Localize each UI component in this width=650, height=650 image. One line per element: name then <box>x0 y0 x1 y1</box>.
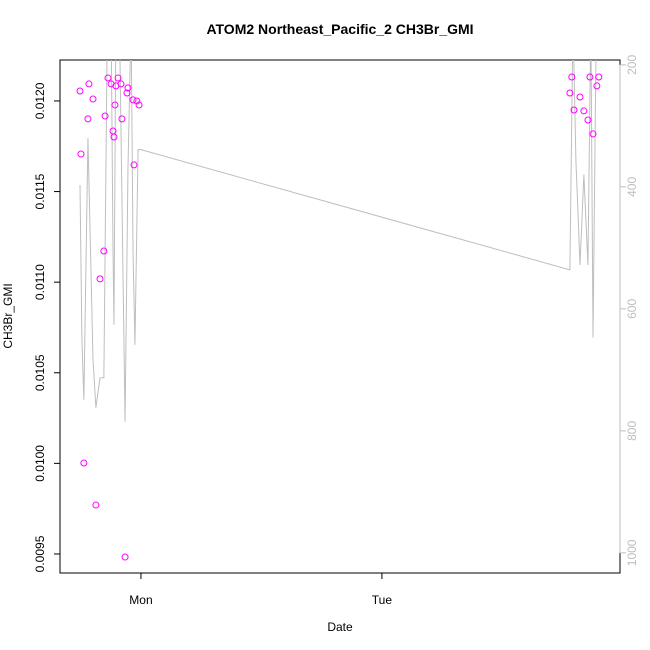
x-axis-label: Date <box>327 620 353 634</box>
data-point <box>123 89 131 97</box>
data-point <box>584 116 592 124</box>
data-point <box>77 150 85 158</box>
y-tick-label: 0.0105 <box>33 354 47 391</box>
data-point <box>114 74 122 82</box>
data-point <box>129 96 137 104</box>
data-line <box>79 60 597 422</box>
data-point <box>104 74 112 82</box>
chart-title: ATOM2 Northeast_Pacific_2 CH3Br_GMI <box>206 21 473 37</box>
data-point <box>121 553 129 561</box>
data-point <box>133 97 141 105</box>
data-point <box>118 115 126 123</box>
data-point <box>593 82 601 90</box>
data-point <box>101 112 109 120</box>
y-axis-label: CH3Br_GMI <box>1 283 15 348</box>
y-tick-label: 0.0120 <box>33 82 47 119</box>
y2-tick-label: 400 <box>625 177 639 197</box>
x-tick-label: Mon <box>129 593 152 607</box>
data-point <box>117 80 125 88</box>
data-point <box>85 80 93 88</box>
y2-tick-label: 200 <box>625 55 639 75</box>
data-point <box>96 275 104 283</box>
x-tick-label: Tue <box>372 593 393 607</box>
data-point <box>124 84 132 92</box>
y-tick-label: 0.0115 <box>33 173 47 209</box>
data-point <box>110 133 118 141</box>
data-point <box>566 89 574 97</box>
data-point <box>76 87 84 95</box>
plot-area <box>76 60 603 561</box>
data-point <box>580 107 588 115</box>
data-point <box>595 73 603 81</box>
data-point <box>135 101 143 109</box>
data-point <box>576 93 584 101</box>
data-point <box>130 161 138 169</box>
y-tick-label: 0.0095 <box>33 535 47 572</box>
y-tick-label: 0.0110 <box>33 264 47 300</box>
data-point <box>589 130 597 138</box>
data-point <box>586 73 594 81</box>
data-point <box>100 247 108 255</box>
data-point <box>568 73 576 81</box>
data-point <box>92 501 100 509</box>
data-point <box>570 106 578 114</box>
y2-tick-label: 600 <box>625 299 639 319</box>
y2-tick-label: 800 <box>625 421 639 441</box>
data-point <box>111 101 119 109</box>
data-point <box>89 95 97 103</box>
y2-tick-label: 1000 <box>625 539 639 566</box>
y-tick-label: 0.0100 <box>33 445 47 482</box>
data-point <box>84 115 92 123</box>
data-point <box>80 459 88 467</box>
